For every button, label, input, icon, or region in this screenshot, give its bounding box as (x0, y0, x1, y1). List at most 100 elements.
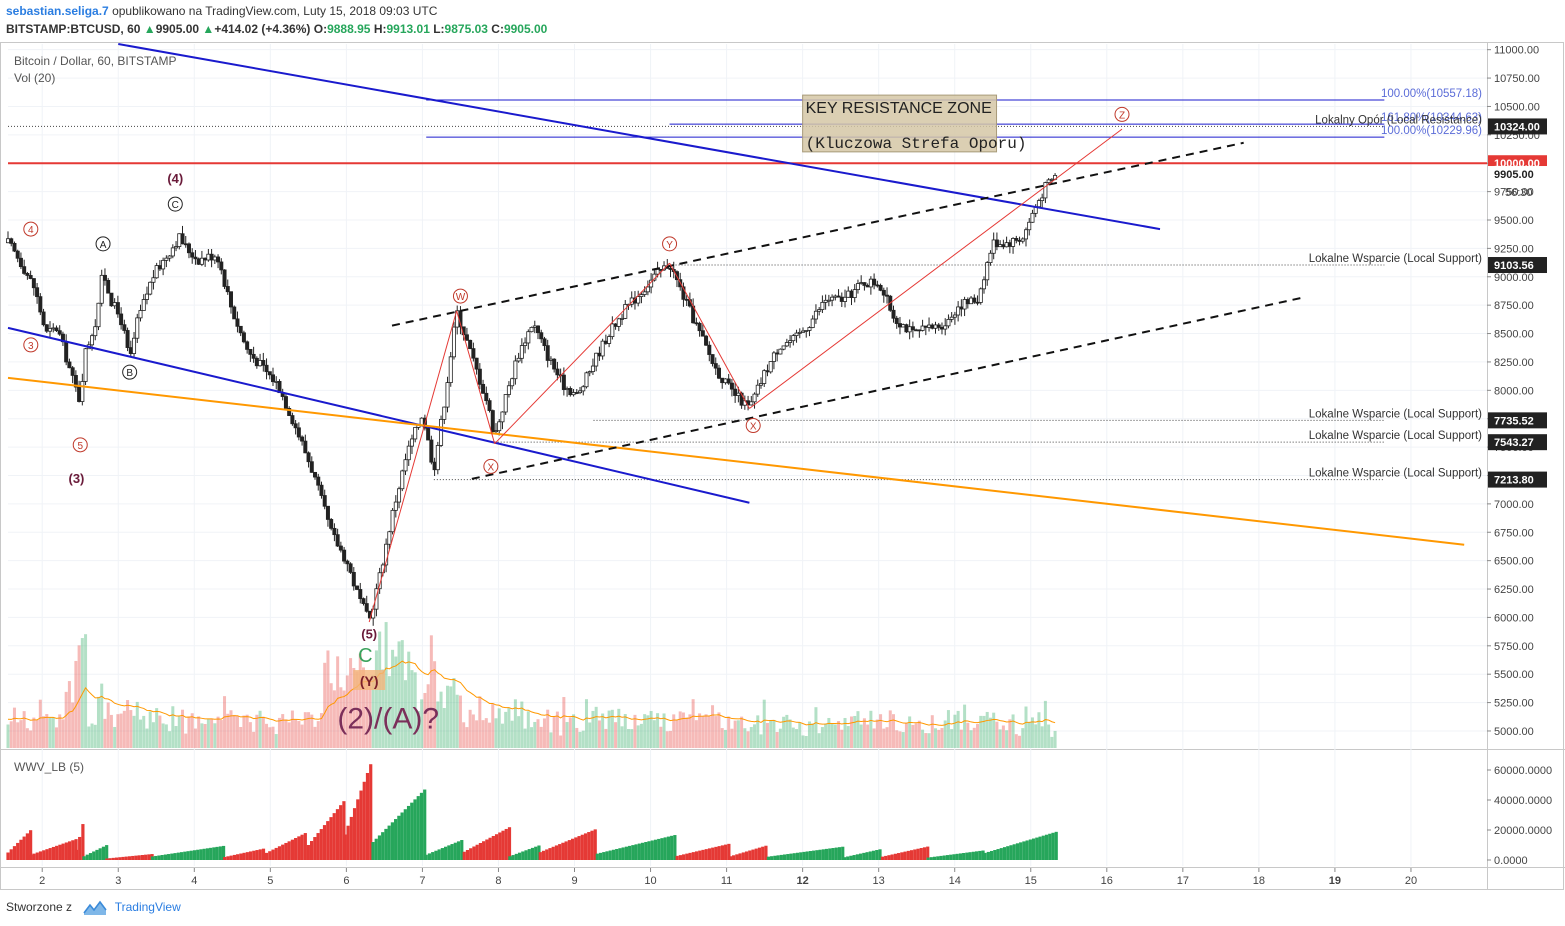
wwv-bar (551, 846, 555, 860)
volume-bar (930, 715, 934, 748)
volume-bar (542, 718, 546, 748)
volume-bar (155, 708, 159, 748)
close-value: 9905.00 (503, 22, 548, 36)
time-tick-label: 10 (644, 875, 656, 887)
wwv-bar (384, 828, 388, 860)
volume-bar (397, 641, 401, 748)
volume-bar (730, 728, 734, 748)
wwv-bar (909, 850, 914, 860)
volume-bar (817, 733, 821, 748)
candle-body (406, 445, 411, 461)
volume-bar (67, 681, 71, 748)
candle-body (1049, 178, 1054, 181)
wave-label: 4 (28, 225, 34, 236)
candle-body (807, 327, 812, 331)
candle-body (830, 296, 835, 301)
wwv-bar (602, 852, 606, 860)
volume-bar (223, 696, 227, 748)
wwv-bar (369, 764, 373, 860)
candle-body (823, 299, 828, 303)
wwv-bar (67, 841, 72, 860)
candle-body (474, 357, 479, 370)
candle-body (933, 324, 938, 329)
wwv-bar (530, 847, 535, 860)
wwv-bar (837, 847, 842, 860)
level-label: Lokalne Wsparcie (Local Support) (1309, 430, 1482, 442)
wwv-bar (277, 846, 282, 860)
wwv-bar (22, 836, 26, 860)
trend-line-red-wave-3 (494, 262, 670, 445)
volume-bar (361, 667, 365, 748)
volume-bar (927, 733, 931, 748)
candle-body (174, 246, 179, 249)
price-tick-label: 5500.00 (1494, 669, 1534, 681)
wwv-bar (978, 850, 982, 860)
wwv-bar (313, 837, 317, 860)
tradingview-link[interactable]: TradingView (114, 900, 181, 915)
candle-body (927, 324, 932, 328)
volume-bar (678, 711, 682, 748)
volume-bar (352, 667, 356, 748)
price-tick-label: 9000.00 (1494, 272, 1534, 284)
wwv-bar (852, 855, 856, 860)
volume-bar (151, 722, 155, 748)
candle-body (684, 298, 689, 301)
volume-bar (872, 728, 876, 748)
candle-body (64, 341, 69, 363)
volume-bar (891, 714, 895, 748)
volume-bar (959, 729, 963, 748)
volume-bar (995, 721, 999, 748)
wwv-bar (929, 857, 933, 860)
wwv-bar (1025, 840, 1029, 860)
candle-body (752, 393, 757, 403)
volume-bar (875, 719, 879, 748)
candle-body (542, 338, 547, 347)
candle-body (325, 505, 330, 520)
wwv-bar (666, 836, 671, 860)
candle-body (287, 408, 292, 416)
username[interactable]: sebastian.seliga.7 (6, 4, 109, 18)
trend-line-channel-upper (391, 141, 1244, 327)
candle-body (138, 310, 143, 319)
wwv-bar (634, 844, 638, 860)
wwv-bar (913, 849, 917, 860)
volume-bar (824, 723, 828, 748)
wwv-bar (346, 825, 350, 860)
candle-body (733, 388, 738, 396)
wwv-bar (936, 856, 940, 860)
wwv-bar (859, 853, 863, 860)
price-tick-label: 5000.00 (1494, 726, 1534, 738)
wwv-bar (971, 851, 975, 860)
candle-body (597, 352, 602, 357)
candle-body (83, 348, 88, 382)
last-price: 9905.00 (155, 22, 200, 36)
chart-legend-vol: Vol (20) (14, 71, 55, 85)
volume-bar (478, 696, 482, 748)
volume-bar (210, 718, 214, 748)
tradingview-logo-icon[interactable] (83, 900, 108, 916)
volume-bar (387, 676, 391, 748)
wwv-bar (538, 852, 542, 860)
wwv-bar (19, 839, 23, 860)
created-with-text: Stworzone z (6, 900, 73, 915)
volume-bar (963, 704, 967, 748)
wwv-bar (114, 857, 119, 860)
candle-body (1036, 200, 1041, 208)
volume-bar (48, 717, 52, 748)
time-tick-label: 7 (419, 875, 425, 887)
candle-body (1017, 240, 1022, 242)
candle-body (936, 324, 941, 328)
candle-body (70, 367, 75, 376)
volume-bar (953, 714, 957, 748)
volume-bar (988, 717, 992, 748)
volume-bar (908, 716, 912, 748)
wave-circle (167, 196, 183, 212)
volume-bar (255, 714, 259, 748)
candle-body (697, 322, 702, 332)
volume-bar (820, 727, 824, 748)
volume-bar (911, 724, 915, 748)
wwv-bar (140, 854, 145, 860)
wwv-bar (205, 848, 210, 860)
candle-body (439, 418, 444, 446)
